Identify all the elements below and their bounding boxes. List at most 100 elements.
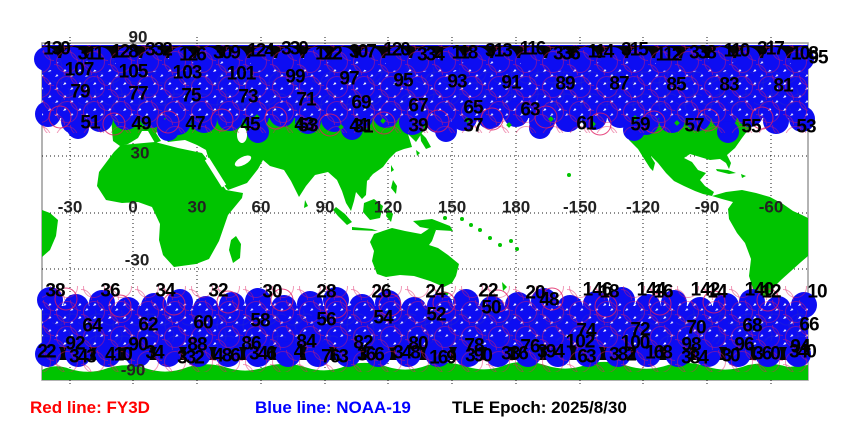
land-gap-speck — [254, 114, 260, 120]
continent-landmass — [370, 228, 459, 287]
pass-number-jumble: 169 — [429, 347, 457, 369]
pass-number-jumble: 30 — [721, 345, 740, 367]
pass-number: 69 — [351, 92, 371, 114]
fy3d-ring — [264, 106, 288, 130]
island-speck — [509, 239, 513, 243]
pass-number-jumble: 334 — [417, 44, 445, 66]
pass-number: 26 — [371, 281, 391, 303]
fy3d-ring — [486, 289, 510, 313]
fy3d-ring — [378, 293, 402, 317]
fy3d-ring — [54, 287, 78, 311]
pass-number: 39 — [408, 115, 428, 137]
pass-number-jumble: 130 — [43, 38, 71, 60]
pass-number: 74 — [576, 320, 596, 342]
pass-number: 61 — [576, 113, 596, 135]
pass-number: 140 — [744, 279, 775, 301]
pass-number: 101 — [226, 63, 257, 85]
land-gap-speck — [548, 116, 554, 122]
pass-number: 31 — [353, 116, 373, 138]
pass-number-jumble: 110 — [723, 40, 751, 62]
pass-number: 10 — [807, 281, 827, 303]
pass-number: 57 — [684, 115, 704, 137]
longitude-label: -30 — [57, 197, 83, 217]
fy3d-ring — [162, 292, 186, 316]
longitude-label: 120 — [373, 197, 403, 217]
fy3d-ring — [696, 108, 720, 132]
pass-number: 24 — [425, 281, 445, 303]
longitude-label: 0 — [128, 197, 138, 217]
pass-number: 105 — [118, 61, 149, 83]
continent-landmass — [352, 227, 378, 231]
pass-number: 94 — [790, 336, 810, 358]
continent-landmass — [363, 199, 383, 220]
fy3d-ring — [426, 109, 450, 133]
pass-number: 28 — [316, 281, 336, 303]
fy3d-ring — [750, 106, 774, 130]
pass-number: 36 — [100, 280, 120, 302]
fy3d-ring — [432, 291, 456, 315]
pass-number: 22 — [478, 280, 498, 302]
land-gap-speck — [422, 123, 428, 129]
fy3d-ring — [372, 111, 396, 135]
fy3d-ring — [48, 105, 72, 129]
pass-number: 85 — [666, 74, 686, 96]
latitude-label: 90 — [128, 27, 148, 47]
pass-number: 50 — [481, 297, 501, 319]
pass-number: 146 — [582, 279, 613, 301]
longitude-label: 60 — [251, 197, 271, 217]
pass-number: 66 — [799, 314, 819, 336]
pass-number: 84 — [296, 331, 316, 353]
pass-number: 18 — [599, 281, 619, 303]
pass-number: 102 — [565, 331, 596, 353]
pass-number: 72 — [630, 319, 650, 341]
pass-number: 49 — [131, 113, 151, 135]
pass-number-jumble: 360 — [753, 343, 781, 365]
continent-landmass — [420, 132, 431, 149]
pass-number-jumble: 4 — [293, 341, 304, 363]
pass-number-jumble: 120 — [383, 39, 411, 61]
continent-landmass — [229, 236, 241, 263]
pass-number: 30 — [262, 281, 282, 303]
pass-number-jumble: 126 — [179, 44, 207, 66]
continent-landmass — [391, 180, 397, 194]
pass-number: 99 — [285, 66, 305, 88]
fy3d-ring — [102, 112, 126, 136]
land-gap-speck — [296, 119, 302, 125]
fy3d-ring — [216, 290, 240, 314]
pass-number-jumble: 307 — [349, 41, 377, 63]
pass-number: 54 — [373, 307, 393, 329]
persian-gulf — [234, 155, 252, 167]
pass-number: 68 — [742, 315, 762, 337]
pass-number-jumble: 346 — [249, 343, 277, 365]
pass-number-jumble: 343 — [69, 346, 97, 368]
pass-number-jumble: 332 — [145, 39, 173, 61]
pass-number: 71 — [296, 89, 316, 111]
pass-number-jumble: 486 — [213, 345, 241, 367]
longitude-label: -150 — [562, 197, 598, 217]
pass-number: 38 — [45, 280, 65, 302]
pass-number-jumble: 63 — [577, 346, 596, 368]
pass-number-jumble: 34 — [145, 342, 164, 364]
pass-number: 86 — [241, 333, 261, 355]
fy3d-ring — [756, 288, 780, 312]
pass-number: 62 — [138, 314, 158, 336]
fy3d-ring — [642, 110, 666, 134]
pass-number: 76 — [520, 336, 540, 358]
pass-number-jumble: 313 — [485, 40, 513, 62]
pass-number-jumble: 394 — [537, 341, 565, 363]
pass-number: 64 — [82, 315, 102, 337]
pass-number: 95 — [393, 70, 413, 92]
pass-number: 48 — [539, 289, 559, 311]
fy3d-ring — [108, 294, 132, 318]
pass-number: 100 — [620, 332, 651, 354]
continent-landmass — [366, 176, 370, 181]
pass-number: 144 — [636, 279, 667, 301]
pass-number: 78 — [464, 335, 484, 357]
fy3d-ring — [648, 292, 672, 316]
red-ring-texture — [42, 45, 808, 133]
longitude-label: 30 — [187, 197, 207, 217]
red-sea — [204, 157, 227, 188]
longitude-label: 150 — [437, 197, 467, 217]
